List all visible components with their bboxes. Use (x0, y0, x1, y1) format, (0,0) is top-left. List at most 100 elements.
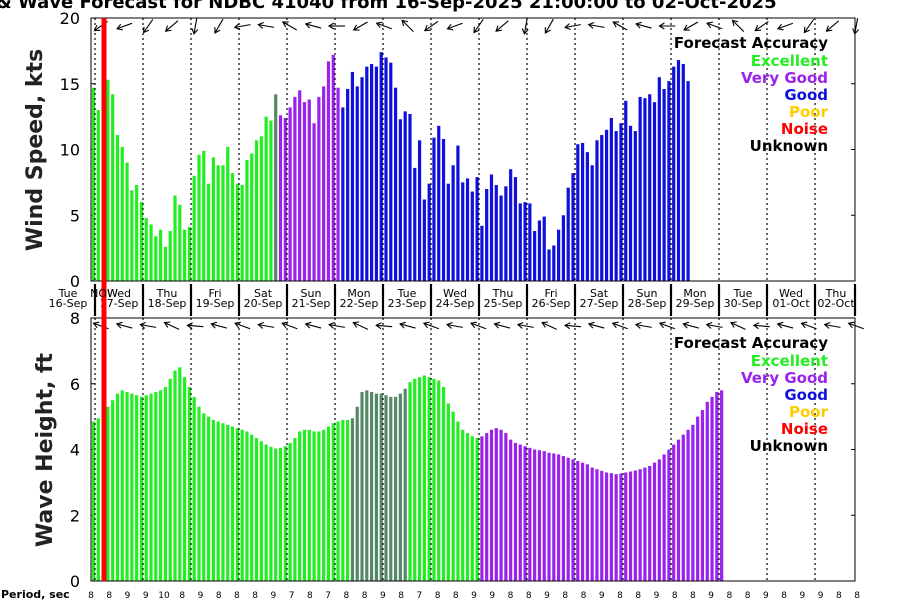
wind-legend-item: Unknown (750, 137, 828, 155)
wave-bar (681, 434, 685, 581)
wind-bar (202, 150, 206, 281)
wave-bar (705, 401, 709, 581)
wind-direction-arrow (852, 18, 860, 35)
wave-bar (509, 439, 513, 581)
wave-direction-arrow (563, 322, 582, 330)
wave-bar (715, 391, 719, 581)
wind-bar (681, 64, 685, 282)
wind-direction-arrow (521, 18, 529, 35)
wave-bar (576, 461, 580, 581)
period-value: 8 (836, 591, 842, 600)
wind-ytick-label: 0 (70, 272, 80, 291)
wind-bar (183, 229, 187, 281)
wind-direction-arrow (233, 23, 251, 30)
wind-bar (686, 81, 690, 282)
wave-bar (355, 406, 359, 581)
wind-bar (614, 131, 618, 281)
wave-bar (278, 447, 283, 581)
wind-bar (173, 195, 177, 281)
wave-bar (235, 428, 239, 581)
wind-bar (667, 81, 671, 282)
wind-direction-arrow (658, 22, 676, 30)
wind-direction-arrow (375, 21, 392, 30)
wind-bar (216, 165, 220, 281)
wave-direction-arrow (705, 322, 723, 329)
wind-bar (365, 66, 369, 281)
wave-bar (676, 439, 681, 581)
wave-bar (499, 429, 503, 581)
wave-bar (168, 378, 172, 581)
wave-bar (254, 437, 259, 581)
wave-bar (523, 446, 527, 581)
period-value: 8 (216, 591, 222, 600)
wave-bar (206, 416, 211, 581)
wave-bar (667, 449, 671, 581)
wave-bar (561, 456, 566, 581)
wave-bar (322, 429, 326, 581)
wave-bar (384, 395, 388, 581)
wind-bar (547, 249, 551, 281)
wind-bar (494, 185, 498, 281)
wave-direction-arrow (210, 321, 227, 329)
wave-bar (221, 423, 225, 581)
wind-bar (91, 87, 96, 281)
wave-bar (197, 406, 201, 581)
wind-bar (341, 107, 345, 281)
wave-bar (298, 431, 302, 581)
day-date-label: 17-Sep (100, 297, 139, 310)
wave-direction-arrow (304, 321, 322, 329)
wave-bar (230, 426, 235, 581)
wave-bar (173, 370, 177, 581)
wind-direction-arrow (612, 21, 628, 31)
wave-direction-arrow (399, 321, 416, 329)
wind-legend-item: Excellent (751, 52, 828, 70)
period-value: 8 (453, 591, 459, 600)
wind-bars (91, 52, 690, 282)
wave-bar (331, 423, 335, 581)
wind-bar (187, 227, 191, 281)
wind-direction-arrow (706, 21, 723, 30)
wind-bar (269, 120, 273, 281)
period-value: 8 (690, 591, 696, 600)
wind-direction-arrow (142, 19, 154, 34)
wind-direction-arrow (214, 18, 224, 34)
wave-direction-arrow (847, 321, 864, 330)
wave-bar (183, 377, 187, 581)
wave-bar (657, 459, 661, 581)
wind-ytick-label: 20 (60, 9, 80, 28)
wind-bar (163, 246, 168, 281)
wind-bar (465, 178, 470, 281)
day-date-label: 18-Sep (148, 297, 187, 310)
wind-bar (235, 183, 239, 281)
wave-bar (115, 393, 120, 581)
wind-direction-arrow (446, 22, 463, 31)
wave-bar (624, 472, 628, 581)
day-date-label: 29-Sep (676, 297, 715, 310)
wind-direction-arrow (495, 20, 509, 32)
wind-direction-arrow (825, 20, 840, 32)
wave-direction-arrow (470, 321, 487, 330)
period-value: 8 (854, 591, 860, 600)
wind-bar (346, 89, 350, 281)
day-date-label: 01-Oct (772, 297, 810, 310)
wave-ytick-label: 4 (70, 441, 80, 460)
wind-bar (120, 146, 124, 281)
wave-bar (211, 419, 215, 581)
period-value: 8 (635, 591, 641, 600)
wind-bar (139, 202, 144, 281)
wind-bar (130, 190, 134, 281)
wave-bar (154, 391, 158, 581)
wind-bar (628, 125, 633, 281)
wave-bar (336, 421, 340, 581)
wind-bar (432, 137, 436, 281)
wind-bar (542, 216, 546, 281)
period-value: 9 (471, 591, 477, 600)
wind-bar (451, 165, 455, 281)
day-label-strip: Tue16-SepWed17-SepThu18-SepFri19-SepSat2… (49, 284, 857, 316)
wave-direction-arrow (611, 321, 628, 330)
wave-bar (648, 465, 652, 581)
wind-bar (427, 183, 431, 281)
wind-bar (111, 94, 115, 282)
wind-bar (106, 79, 110, 282)
wind-bar (312, 123, 316, 281)
